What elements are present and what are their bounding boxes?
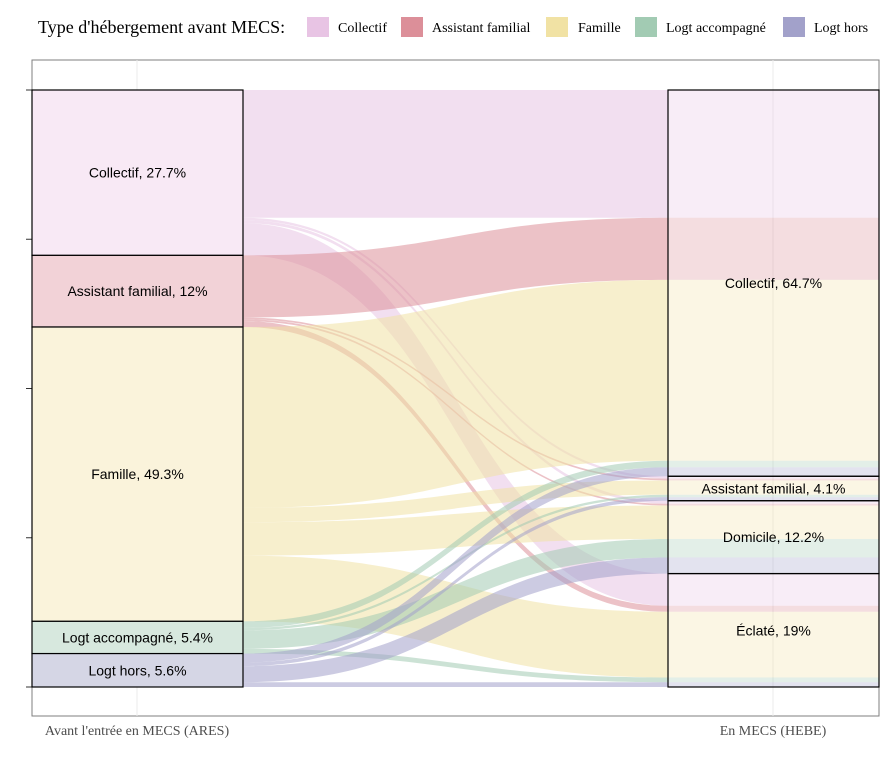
y-axis-ticks — [26, 89, 32, 688]
flow-band-right — [668, 573, 879, 606]
legend-swatch — [401, 17, 423, 37]
flow-band-right — [668, 611, 879, 678]
legend-item-assistant-familial: Assistant familial — [401, 17, 530, 37]
flow-collectif-to-collectif — [243, 90, 668, 218]
strata-layer: Collectif, 27.7% Assistant familial, 12% F… — [31, 89, 880, 688]
flow-band-right — [668, 682, 879, 687]
flow-logt-hors-to-assistant-familial — [243, 497, 668, 667]
flow-band-right — [668, 217, 879, 280]
stratum-left-assistant-familial: Assistant familial, 12% — [31, 254, 244, 328]
flow-logt-accompagne-to-eclate — [243, 648, 668, 683]
flow-band-right — [668, 480, 879, 495]
flow-band-right — [668, 503, 879, 506]
legend-swatch — [783, 17, 805, 37]
stratum-left-famille: Famille, 49.3% — [31, 326, 244, 622]
stratum-label: Collectif, 64.7% — [725, 275, 822, 291]
axis-label-left: Avant l'entrée en MECS (ARES) — [45, 724, 230, 739]
flow-logt-hors-to-domicile — [243, 557, 668, 683]
flow-band-right — [668, 467, 879, 477]
stratum-label: Logt hors, 5.6% — [88, 662, 186, 678]
flow-band-right — [668, 494, 879, 498]
stratum-label: Assistant familial, 4.1% — [702, 480, 846, 496]
stratum-left-logt-accompagne: Logt accompagné, 5.4% — [31, 620, 244, 655]
legend-item-logt-accompagne: Logt accompagné — [635, 17, 766, 37]
legend-label: Famille — [578, 21, 621, 36]
legend-label: Assistant familial — [432, 21, 530, 36]
flow-logt-accompagne-to-collectif — [243, 460, 668, 628]
stratum-right-eclate: Éclaté, 19% — [667, 572, 880, 688]
flow-band-right — [668, 677, 879, 683]
stratum-box — [31, 89, 244, 256]
stratum-left-collectif: Collectif, 27.7% — [31, 89, 244, 256]
stratum-label: Collectif, 27.7% — [89, 165, 186, 181]
flow-band-right — [668, 90, 879, 218]
stratum-label: Logt accompagné, 5.4% — [62, 629, 213, 645]
legend-swatch — [307, 17, 329, 37]
stratum-box — [31, 326, 244, 622]
flow-band-right — [668, 505, 879, 539]
legend-item-famille: Famille — [546, 17, 621, 37]
stratum-left-logt-hors: Logt hors, 5.6% — [31, 652, 244, 688]
legend-item-logt-hors: Logt hors — [783, 17, 868, 37]
flow-assistant-familial-to-collectif — [243, 217, 668, 318]
flow-logt-accompagne-to-domicile — [243, 538, 668, 649]
axis-label-right: En MECS (HEBE) — [720, 724, 827, 739]
stratum-label: Famille, 49.3% — [91, 466, 184, 482]
flow-logt-hors-to-collectif — [243, 467, 668, 663]
legend-swatch — [546, 17, 568, 37]
legend-title: Type d'hébergement avant MECS: — [38, 17, 285, 37]
flows-layer — [243, 90, 879, 687]
flow-logt-hors-to-eclate — [243, 682, 668, 687]
stratum-label: Domicile, 12.2% — [723, 529, 824, 545]
flow-famille-to-collectif — [243, 279, 668, 508]
legend-label: Logt accompagné — [666, 21, 766, 36]
flow-band-right — [668, 500, 879, 504]
stratum-box — [31, 620, 244, 655]
legend-label: Collectif — [338, 21, 387, 36]
flow-band-right — [668, 279, 879, 461]
legend-label: Logt hors — [814, 21, 868, 36]
flow-band-right — [668, 557, 879, 574]
flow-band-right — [668, 478, 879, 481]
legend: Type d'hébergement avant MECS: Collectif… — [38, 17, 868, 37]
flow-band-right — [668, 476, 879, 479]
stratum-box — [667, 572, 880, 688]
flow-band-right — [668, 605, 879, 612]
legend-item-collectif: Collectif — [307, 17, 387, 37]
legend-swatch — [635, 17, 657, 37]
stratum-label: Assistant familial, 12% — [67, 283, 207, 299]
stratum-label: Éclaté, 19% — [736, 622, 811, 638]
stratum-box — [31, 652, 244, 688]
flow-band-right — [668, 497, 879, 501]
flow-band-right — [668, 460, 879, 468]
flow-band-right — [668, 538, 879, 558]
stratum-box — [31, 254, 244, 328]
